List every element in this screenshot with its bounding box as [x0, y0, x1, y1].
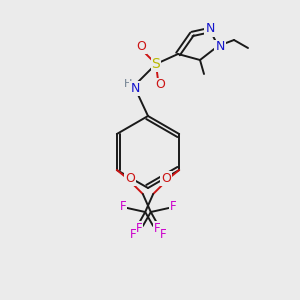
- Text: N: N: [205, 22, 215, 35]
- Text: F: F: [169, 200, 176, 214]
- Text: O: O: [161, 172, 171, 184]
- Text: F: F: [154, 221, 160, 235]
- Text: H: H: [124, 79, 132, 89]
- Text: N: N: [130, 82, 140, 94]
- Text: F: F: [136, 221, 142, 235]
- Text: O: O: [125, 172, 135, 184]
- Text: F: F: [120, 200, 127, 214]
- Text: S: S: [152, 57, 160, 71]
- Text: F: F: [160, 227, 166, 241]
- Text: O: O: [155, 79, 165, 92]
- Text: F: F: [130, 227, 136, 241]
- Text: N: N: [215, 40, 225, 53]
- Text: O: O: [136, 40, 146, 52]
